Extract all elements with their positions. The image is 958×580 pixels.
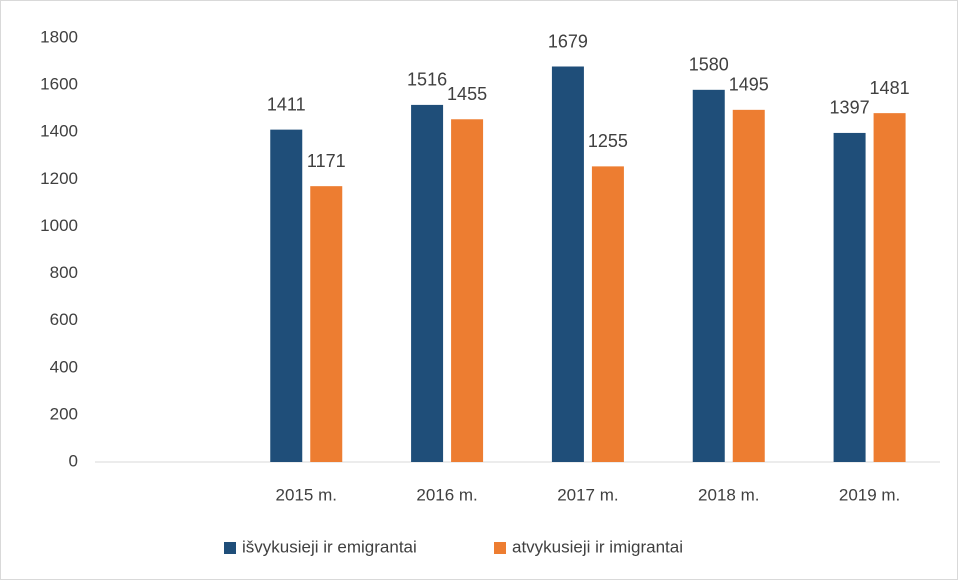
y-tick-label: 800 <box>50 263 78 282</box>
data-label: 1397 <box>830 98 870 118</box>
y-tick-label: 1200 <box>40 169 78 188</box>
y-tick-label: 1000 <box>40 216 78 235</box>
bar <box>411 104 444 463</box>
y-tick-label: 1400 <box>40 122 78 141</box>
bar <box>692 89 725 463</box>
x-tick-label: 2015 m. <box>276 485 337 504</box>
y-tick-label: 1800 <box>40 27 78 46</box>
legend-swatch <box>494 542 506 554</box>
bar <box>833 132 866 462</box>
bar <box>551 66 584 462</box>
bar <box>451 119 484 463</box>
data-label: 1495 <box>729 75 769 95</box>
bar <box>732 109 765 462</box>
x-tick-label: 2017 m. <box>557 485 618 504</box>
bar <box>310 186 343 463</box>
data-label: 1411 <box>267 94 306 114</box>
y-tick-label: 0 <box>69 451 78 470</box>
x-tick-label: 2018 m. <box>698 485 759 504</box>
x-tick-label: 2019 m. <box>839 485 900 504</box>
data-label: 1516 <box>407 70 447 90</box>
legend-swatch <box>224 542 236 554</box>
data-label: 1580 <box>689 55 729 75</box>
data-label: 1255 <box>588 131 628 151</box>
data-label: 1481 <box>870 78 910 98</box>
data-label: 1455 <box>447 84 487 104</box>
y-tick-label: 400 <box>50 357 78 376</box>
y-tick-label: 200 <box>50 404 78 423</box>
bar <box>591 166 624 462</box>
data-label: 1171 <box>307 151 346 171</box>
y-tick-label: 1600 <box>40 75 78 94</box>
legend-label: atvykusieji ir imigrantai <box>512 537 683 556</box>
y-tick-label: 600 <box>50 310 78 329</box>
legend-label: išvykusieji ir emigrantai <box>242 537 417 556</box>
bar <box>873 113 906 463</box>
bar <box>270 129 303 462</box>
data-label: 1679 <box>548 31 588 51</box>
x-tick-label: 2016 m. <box>416 485 477 504</box>
